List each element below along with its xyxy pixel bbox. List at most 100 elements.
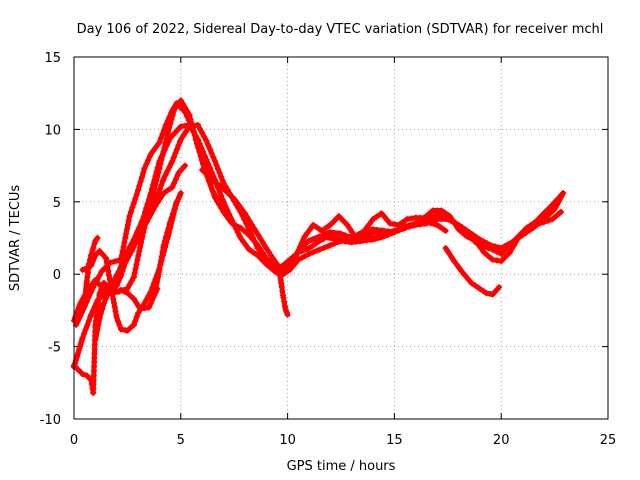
data-point — [506, 249, 513, 256]
data-point — [186, 123, 193, 130]
data-point — [210, 154, 217, 161]
data-point — [298, 239, 305, 246]
data-point — [327, 221, 334, 228]
data-point — [126, 251, 133, 258]
series-trace-3 — [71, 122, 567, 370]
data-point — [342, 232, 349, 239]
series-trace-13 — [152, 190, 184, 294]
data-point — [200, 148, 207, 155]
data-point — [286, 263, 293, 270]
data-point — [359, 229, 366, 236]
data-point — [442, 227, 449, 234]
data-point — [164, 229, 171, 236]
data-point — [162, 122, 169, 129]
data-point — [165, 138, 172, 145]
data-point — [106, 272, 113, 279]
data-point — [90, 284, 97, 291]
data-point — [381, 213, 388, 220]
data-point — [120, 263, 127, 270]
data-point — [465, 276, 472, 283]
data-point — [480, 287, 487, 294]
data-point — [301, 233, 308, 240]
data-point — [127, 208, 134, 215]
series-trace-11 — [276, 265, 291, 318]
data-point — [140, 169, 147, 176]
data-point — [224, 207, 231, 214]
data-point — [395, 227, 402, 234]
data-point — [141, 223, 148, 230]
data-point — [177, 190, 184, 197]
x-tick-label: 0 — [70, 433, 78, 448]
data-point — [194, 136, 201, 143]
data-point — [160, 175, 167, 182]
data-point — [355, 231, 362, 238]
data-point — [161, 126, 168, 133]
data-point — [161, 146, 168, 153]
data-point — [536, 220, 543, 227]
data-point — [203, 156, 210, 163]
data-point — [150, 181, 157, 188]
data-point — [444, 216, 451, 223]
data-point — [291, 255, 298, 262]
data-point — [135, 187, 142, 194]
data-point — [152, 203, 159, 210]
data-point — [498, 245, 505, 252]
data-point — [378, 210, 385, 217]
data-point — [173, 100, 180, 107]
data-point — [246, 218, 253, 225]
data-point — [141, 305, 148, 312]
x-axis-label: GPS time / hours — [287, 459, 396, 474]
data-point — [144, 200, 151, 207]
data-point — [111, 304, 118, 311]
data-point — [404, 216, 411, 223]
data-point — [182, 129, 189, 136]
data-point — [344, 221, 351, 228]
data-point — [316, 233, 323, 240]
data-point — [99, 251, 106, 258]
data-point — [152, 173, 159, 180]
data-point — [421, 214, 428, 221]
data-point — [295, 248, 302, 255]
data-point — [173, 128, 180, 135]
data-point — [147, 151, 154, 158]
data-point — [206, 164, 213, 171]
data-point — [310, 249, 317, 256]
data-point — [171, 180, 178, 187]
data-point — [132, 318, 139, 325]
data-point — [201, 134, 208, 141]
data-point — [480, 238, 487, 245]
data-point — [322, 225, 329, 232]
data-point — [242, 241, 249, 248]
data-point — [168, 214, 175, 221]
data-point — [271, 268, 278, 275]
data-point — [87, 290, 94, 297]
data-point — [138, 174, 145, 181]
data-point — [216, 182, 223, 189]
data-point — [180, 132, 187, 139]
data-point — [466, 231, 473, 238]
data-point — [208, 150, 215, 157]
data-point — [205, 160, 212, 167]
data-point — [547, 210, 554, 217]
data-point — [158, 135, 165, 142]
data-point — [335, 213, 342, 220]
data-point — [182, 109, 189, 116]
data-point — [164, 117, 171, 124]
data-point — [154, 199, 161, 206]
data-point — [173, 146, 180, 153]
data-point — [239, 206, 246, 213]
data-point — [143, 296, 150, 303]
data-point — [166, 164, 173, 171]
data-point — [451, 258, 458, 265]
data-point — [306, 226, 313, 233]
data-point — [341, 219, 348, 226]
data-point — [141, 209, 148, 216]
data-point — [214, 198, 221, 205]
data-point — [167, 219, 174, 226]
data-point — [85, 318, 92, 325]
y-tick-label: -5 — [48, 341, 61, 356]
data-point — [448, 218, 455, 225]
data-point — [88, 311, 95, 318]
data-point — [127, 324, 134, 331]
data-point — [198, 144, 205, 151]
